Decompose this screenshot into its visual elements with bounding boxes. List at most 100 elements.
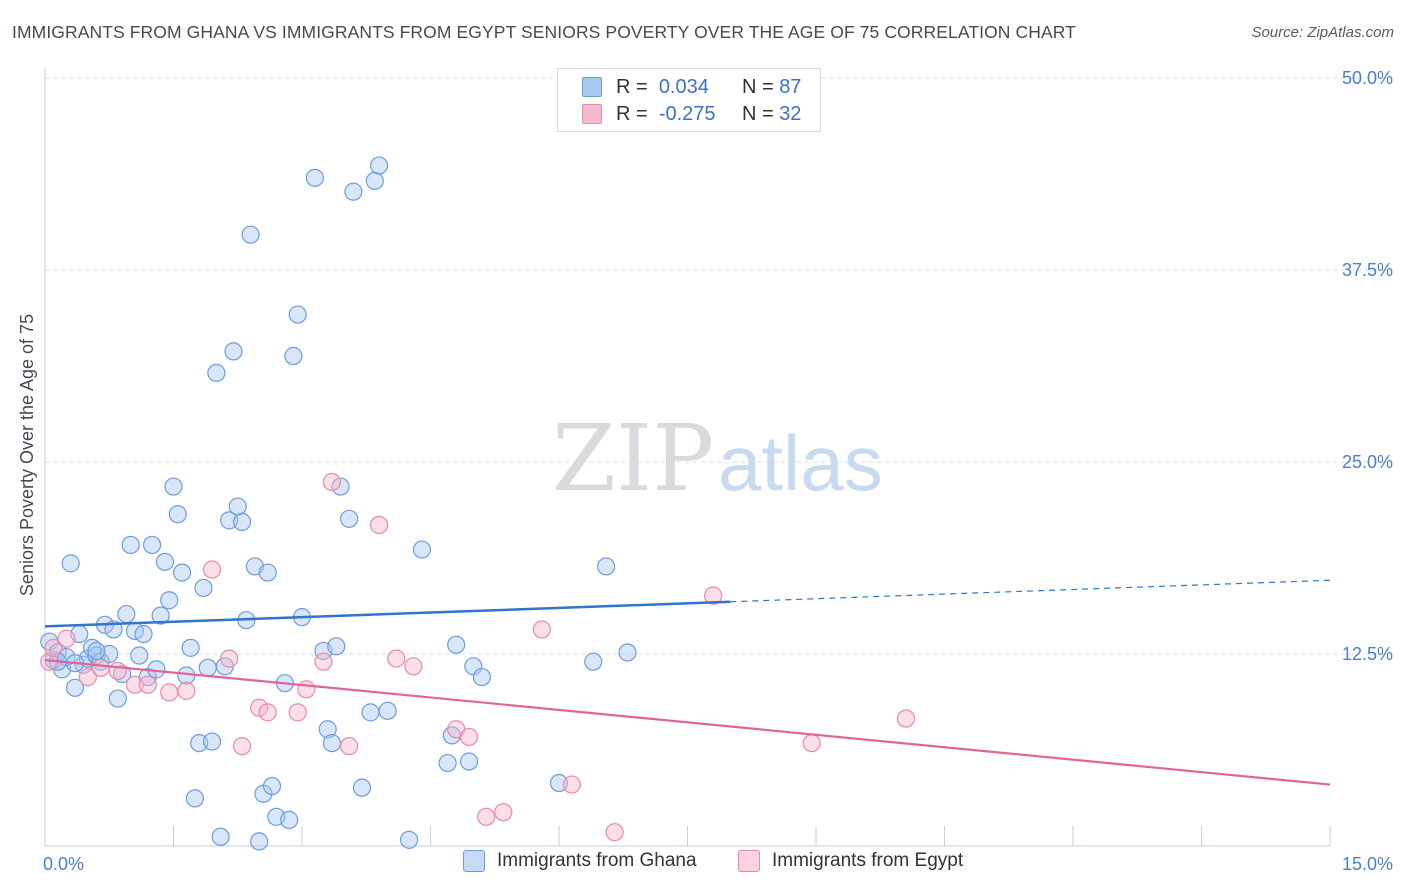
source-label: Source: ZipAtlas.com xyxy=(1251,24,1394,41)
ghana-point xyxy=(202,732,222,751)
egypt-point xyxy=(250,698,269,717)
ghana-point xyxy=(597,557,616,576)
egypt-point xyxy=(562,775,581,794)
ghana-point xyxy=(65,678,85,697)
egypt-point xyxy=(57,629,76,648)
legend-r-label: R = xyxy=(616,75,648,98)
egypt-r-value: -0.275 xyxy=(658,102,716,125)
tick-labels: 12.5% 25.0% 37.5% 50.0% 0.0% 15.0% xyxy=(43,68,1393,874)
ghana-point xyxy=(207,363,226,383)
egypt-point xyxy=(108,661,127,680)
egypt-swatch xyxy=(582,104,602,124)
ghana-point xyxy=(305,168,324,187)
ghana-point xyxy=(87,641,106,661)
egypt-point xyxy=(896,709,916,728)
ghana-point xyxy=(117,604,136,624)
ghana-point xyxy=(160,591,179,610)
y-tick-label: 50.0% xyxy=(1342,68,1393,88)
ghana-trend-extension xyxy=(730,579,1331,603)
ghana-point xyxy=(168,505,187,524)
ghana-trend-line xyxy=(44,600,731,628)
ghana-point xyxy=(181,638,200,657)
egypt-point xyxy=(220,649,239,668)
ghana-r-value: 0.034 xyxy=(658,75,709,98)
egypt-point xyxy=(340,737,359,756)
egypt-legend-swatch xyxy=(738,850,760,872)
legend-egypt-label: Immigrants from Egypt xyxy=(772,850,964,871)
ghana-point xyxy=(142,535,162,555)
egypt-point xyxy=(288,703,307,722)
ghana-point xyxy=(108,689,127,708)
ghana-point xyxy=(172,563,192,582)
egypt-point xyxy=(78,667,97,687)
egypt-series xyxy=(40,472,916,842)
stats-legend: R = 0.034 N = 87 R = -0.275 N = 32 xyxy=(557,68,821,132)
ghana-point xyxy=(130,646,149,665)
series-legend: Immigrants from Ghana Immigrants from Eg… xyxy=(0,850,1406,878)
egypt-point xyxy=(459,727,479,747)
egypt-point xyxy=(605,823,624,842)
axes xyxy=(44,68,1331,847)
legend-ghana-label: Immigrants from Ghana xyxy=(497,850,697,871)
ghana-point xyxy=(61,554,80,573)
legend-row-ghana: R = 0.034 N = 87 xyxy=(582,75,801,99)
egypt-point xyxy=(258,703,277,722)
ghana-legend-swatch xyxy=(463,850,485,872)
ghana-point xyxy=(155,552,175,571)
ghana-point xyxy=(318,720,337,739)
y-tick-label: 25.0% xyxy=(1342,452,1393,472)
egypt-point xyxy=(704,586,723,605)
ghana-point xyxy=(340,509,359,528)
ghana-point xyxy=(584,652,603,671)
ghana-point xyxy=(232,512,252,532)
egypt-point xyxy=(160,683,179,702)
egypt-point xyxy=(297,680,316,699)
legend-n-label: N = xyxy=(741,102,774,125)
ghana-point xyxy=(228,497,247,516)
legend-row-egypt: R = -0.275 N = 32 xyxy=(582,102,801,126)
egypt-point xyxy=(177,681,196,700)
egypt-point xyxy=(387,649,406,668)
ghana-point xyxy=(262,776,282,796)
ghana-point xyxy=(378,701,397,720)
ghana-point xyxy=(164,477,183,496)
ghana-series xyxy=(40,156,637,851)
egypt-point xyxy=(322,472,342,492)
ghana-point xyxy=(327,637,346,656)
ghana-point xyxy=(241,225,260,244)
ghana-point xyxy=(258,563,277,582)
y-tick-label: 37.5% xyxy=(1342,260,1393,280)
legend-item-egypt: Immigrants from Egypt xyxy=(738,850,963,872)
ghana-point xyxy=(194,578,213,598)
ghana-point xyxy=(211,827,230,846)
egypt-point xyxy=(802,733,821,753)
ghana-point xyxy=(331,477,350,496)
egypt-point xyxy=(494,803,513,822)
egypt-point xyxy=(477,807,496,826)
ghana-point xyxy=(399,830,419,849)
egypt-point xyxy=(314,652,333,671)
watermark-atlas: atlas xyxy=(718,419,883,507)
watermark-zip: ZIP xyxy=(552,405,714,512)
ghana-point xyxy=(438,753,457,773)
legend-item-ghana: Immigrants from Ghana xyxy=(463,850,697,872)
ghana-point xyxy=(121,535,140,555)
trend-lines xyxy=(44,579,1331,786)
ghana-point xyxy=(134,624,153,644)
legend-r-label: R = xyxy=(616,102,648,125)
x-tick-label: 0.0% xyxy=(43,854,84,874)
ghana-point xyxy=(151,606,170,625)
ghana-point xyxy=(280,810,299,829)
ghana-point xyxy=(288,305,307,324)
ghana-point xyxy=(284,346,303,366)
ghana-point xyxy=(459,752,479,771)
ghana-point xyxy=(361,703,380,722)
ghana-n-value: 87 xyxy=(779,75,802,98)
ghana-point xyxy=(352,778,372,797)
ghana-swatch xyxy=(582,77,602,97)
x-tick-label: 15.0% xyxy=(1342,854,1393,874)
ghana-point xyxy=(370,156,389,175)
ghana-point xyxy=(322,733,342,753)
egypt-point xyxy=(404,657,423,676)
